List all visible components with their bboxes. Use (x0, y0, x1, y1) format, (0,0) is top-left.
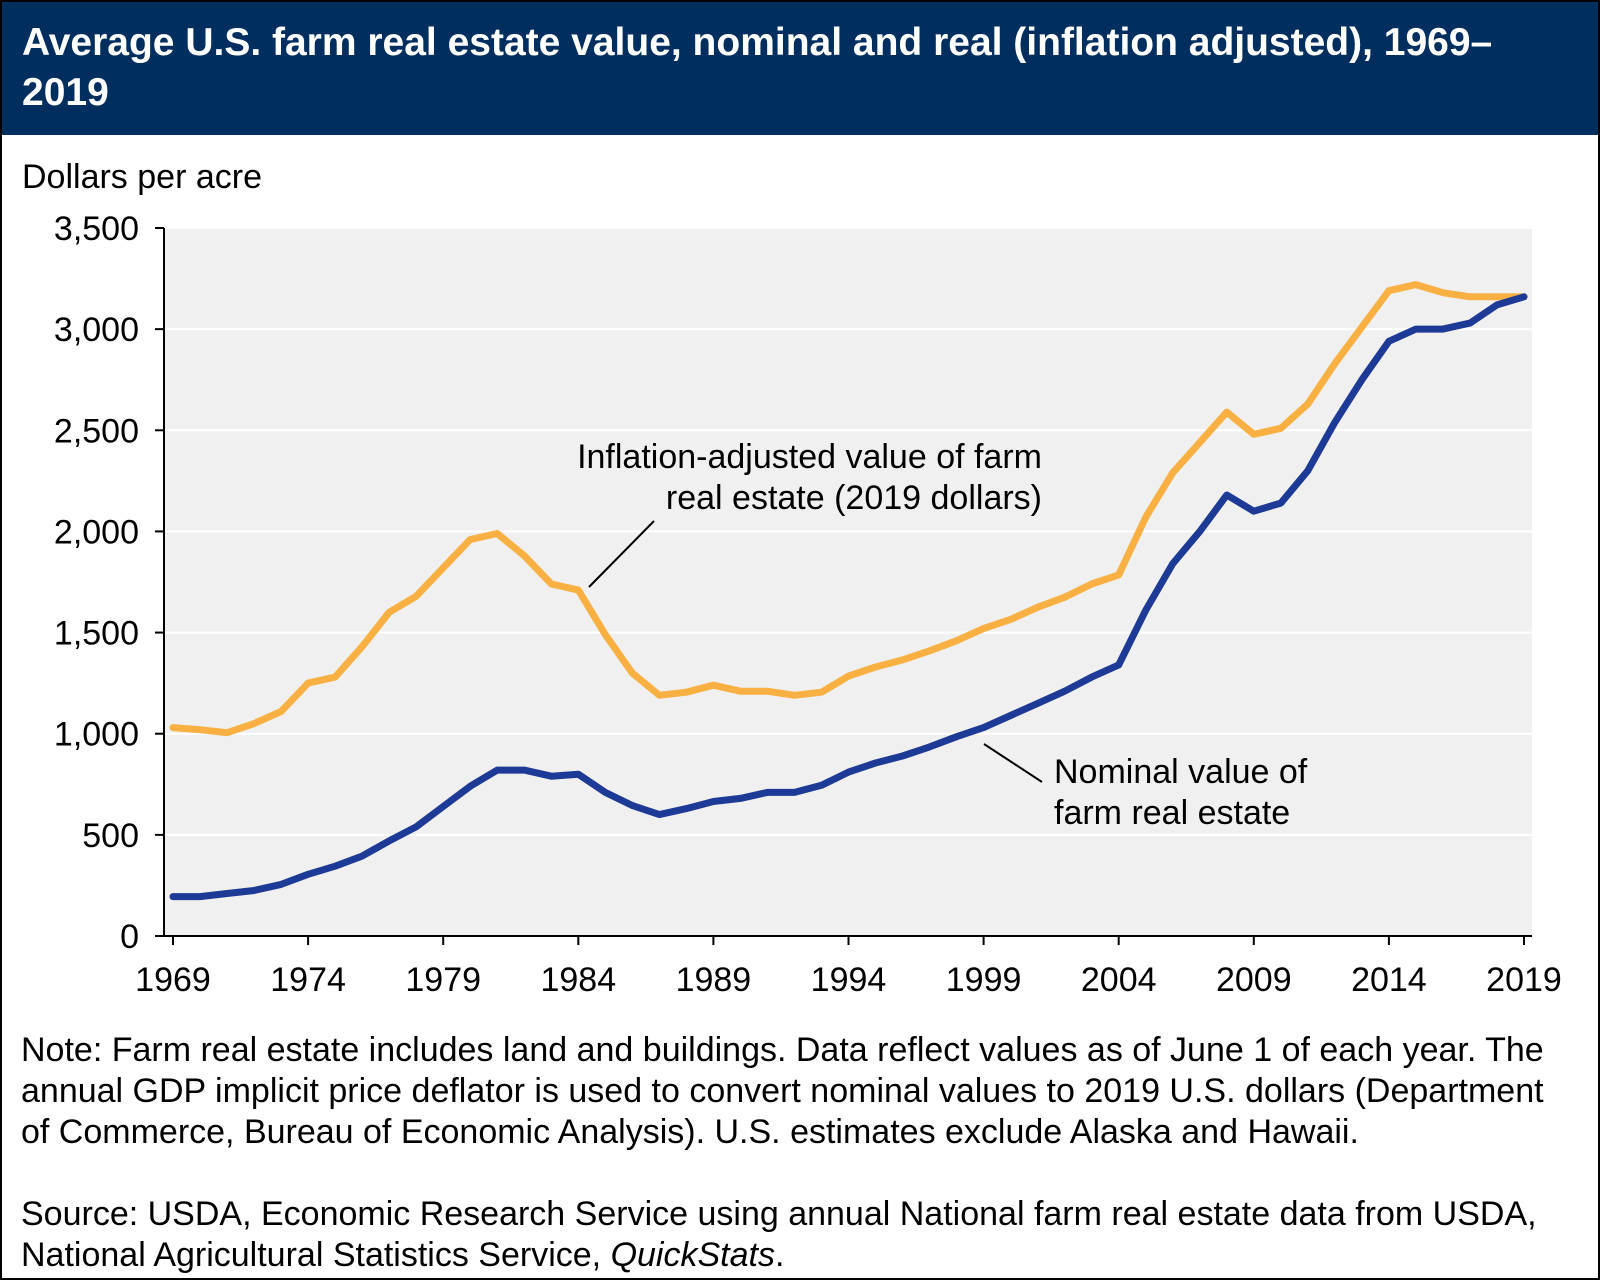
source-quickstats: QuickStats (610, 1236, 775, 1274)
chart-title: Average U.S. farm real estate value, nom… (22, 21, 1493, 114)
x-tick-label: 2019 (1486, 961, 1562, 999)
x-tick-label: 1974 (270, 961, 346, 999)
x-tick-label: 2009 (1216, 961, 1292, 999)
line-chart: Dollars per acre 0 500 1,000 1,500 2,000 2,50… (22, 158, 1562, 999)
y-tick-label: 3,500 (54, 210, 139, 248)
source-end: . (774, 1236, 785, 1274)
x-tick-label: 1984 (540, 961, 616, 999)
y-tick-label: 3,000 (54, 311, 139, 349)
y-tick-label: 0 (120, 918, 139, 956)
real-annotation-leader (588, 520, 655, 588)
nominal-annotation-line-2: farm real estate (1054, 794, 1290, 832)
real-annotation-line-2: real estate (2019 dollars) (666, 479, 1042, 517)
y-tick-label: 2,500 (54, 412, 139, 450)
y-tick-labels: 0 500 1,000 1,500 2,000 2,500 3,000 3,500 (54, 210, 139, 956)
series-lines (169, 281, 1528, 901)
real-series-line (169, 281, 1528, 737)
x-tick-label: 2014 (1351, 961, 1427, 999)
plot-area (164, 228, 1532, 936)
source-text: Source: USDA, Economic Research Service … (21, 1195, 1537, 1274)
axes (155, 227, 1532, 945)
nominal-annotation-line-1: Nominal value of (1054, 753, 1308, 791)
x-tick-label: 1969 (135, 961, 211, 999)
y-tick-label: 2,000 (54, 513, 139, 551)
gridlines (164, 227, 1532, 836)
real-annotation-line-1: Inflation-adjusted value of farm (577, 438, 1042, 476)
chart-note: Note: Farm real estate includes land and… (21, 1031, 1544, 1151)
x-tick-label: 1989 (676, 961, 752, 999)
x-tick-labels: 1969 1974 1979 1984 1989 1994 1999 2004 2009 2014… (135, 961, 1562, 999)
y-tick-label: 1,000 (54, 716, 139, 754)
y-axis-label: Dollars per acre (22, 158, 262, 196)
title-banner: Average U.S. farm real estate value, nom… (2, 2, 1598, 135)
y-tick-label: 500 (82, 817, 139, 855)
x-tick-label: 1994 (811, 961, 887, 999)
nominal-series-line (169, 293, 1528, 901)
nominal-annotation-leader (983, 743, 1043, 783)
chart-source: Source: USDA, Economic Research Service … (21, 1194, 1581, 1276)
y-tick-label: 1,500 (54, 615, 139, 653)
series-annotations: Inflation-adjusted value of farm real es… (577, 438, 1308, 832)
x-tick-label: 1999 (946, 961, 1022, 999)
x-tick-label: 2004 (1081, 961, 1157, 999)
x-tick-label: 1979 (405, 961, 481, 999)
